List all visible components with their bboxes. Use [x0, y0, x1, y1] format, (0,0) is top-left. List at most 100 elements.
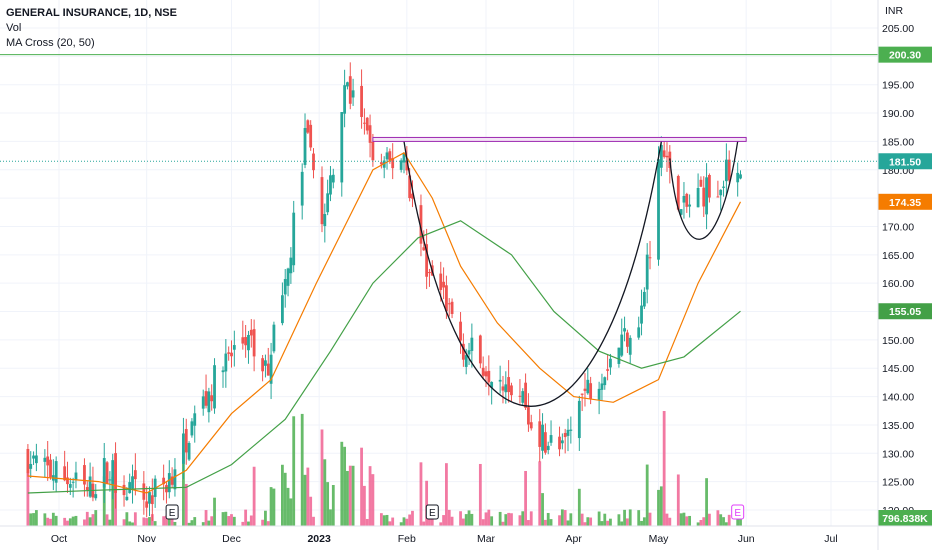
candle-body	[46, 456, 50, 466]
price-axis[interactable]: INR120.00125.00130.00135.00140.00145.001…	[878, 0, 932, 550]
price-tick-label: 150.00	[882, 335, 914, 347]
candle-body	[142, 483, 146, 500]
volume-bar	[371, 474, 375, 526]
volume-bar	[399, 522, 403, 526]
earnings-marker[interactable]: E	[425, 504, 439, 520]
candle-body	[510, 385, 513, 396]
volume-bar	[450, 516, 454, 526]
volume-bar	[696, 522, 700, 526]
candle-body	[546, 445, 550, 451]
candle-body	[484, 371, 488, 377]
candle-body	[34, 455, 38, 464]
candle-body	[719, 189, 723, 196]
volume-bar	[736, 518, 740, 526]
resistance-box	[372, 136, 747, 142]
volume-bar	[470, 513, 474, 526]
candle-body	[385, 152, 389, 160]
ma20-line	[27, 152, 742, 494]
volume-bar	[566, 520, 570, 526]
volume-bar	[247, 521, 250, 526]
symbol-title[interactable]: GENERAL INSURANCE, 1D, NSE	[6, 7, 177, 19]
candle-body	[289, 257, 293, 274]
volume-bar	[589, 517, 593, 526]
volume-bar	[609, 518, 612, 526]
volume-bar	[668, 517, 672, 526]
volume-bar	[182, 450, 185, 526]
ma-cross-indicator-label[interactable]: MA Cross (20, 50)	[6, 37, 95, 49]
candle-body	[249, 329, 253, 336]
volume-bar	[125, 512, 129, 526]
volume-bar	[419, 462, 423, 526]
volume-bar	[617, 514, 621, 526]
volume-bar	[600, 521, 604, 526]
candle-body	[543, 432, 547, 453]
candle-body	[577, 400, 581, 439]
candle-body	[538, 421, 542, 447]
volume-bar	[716, 510, 720, 526]
candle-body	[620, 334, 624, 356]
volume-bar	[507, 512, 511, 526]
price-tick-label: 195.00	[882, 80, 914, 92]
volume-bar	[580, 513, 584, 526]
candle-body	[603, 377, 607, 386]
candle-body	[207, 391, 211, 413]
candle-body	[227, 352, 231, 354]
candle-body	[331, 174, 335, 183]
volume-bar	[501, 521, 505, 526]
volume-bar	[190, 520, 194, 526]
candle-body	[640, 305, 643, 324]
volume-bar	[312, 516, 315, 526]
candle-body	[688, 204, 692, 207]
candle-body	[439, 273, 443, 290]
candle-body	[111, 460, 115, 484]
volume-bar	[549, 519, 553, 526]
candle-body	[165, 485, 168, 493]
candle-body	[125, 496, 129, 501]
candle-body	[286, 268, 290, 286]
candle-body	[340, 112, 344, 183]
candle-body	[303, 128, 307, 165]
volume-bar	[63, 517, 67, 526]
price-label: 200.30	[889, 50, 921, 62]
candle-body	[88, 476, 92, 497]
earnings-marker[interactable]: E	[731, 504, 745, 520]
volume-bar	[648, 512, 652, 526]
candle-body	[606, 369, 610, 371]
ma50-line	[27, 220, 741, 494]
candle-body	[402, 153, 406, 163]
volume-bar	[32, 513, 35, 526]
volume-bar	[484, 512, 488, 526]
price-tick-label: 140.00	[882, 392, 914, 404]
earnings-badge	[731, 504, 745, 520]
candle-body	[724, 159, 728, 182]
volume-bar	[68, 518, 72, 526]
time-tick-label: May	[649, 533, 670, 545]
candle-body	[210, 395, 214, 402]
volume-bar	[329, 509, 332, 526]
volume-bar	[583, 522, 587, 526]
volume-bar	[464, 514, 468, 526]
candle-body	[659, 145, 663, 168]
earnings-label: E	[169, 508, 176, 519]
candle-body	[221, 370, 225, 373]
volume-indicator-label[interactable]: Vol	[6, 22, 22, 34]
volume-bar	[221, 512, 225, 526]
volume-bar	[688, 515, 692, 526]
time-tick-label: Mar	[477, 533, 496, 545]
earnings-marker[interactable]: E	[165, 504, 179, 520]
volume-bar	[408, 514, 412, 526]
volume-bar	[422, 521, 426, 526]
volume-bar	[184, 483, 188, 526]
candle-body	[580, 393, 584, 395]
volume-bar	[527, 520, 530, 526]
volume-bar	[685, 516, 689, 526]
volume-bar	[662, 411, 666, 526]
volume-bar	[368, 466, 372, 526]
volume-bar	[659, 486, 663, 526]
volume-bar	[447, 509, 451, 526]
earnings-badge	[425, 504, 439, 520]
volume-bar	[320, 429, 324, 526]
